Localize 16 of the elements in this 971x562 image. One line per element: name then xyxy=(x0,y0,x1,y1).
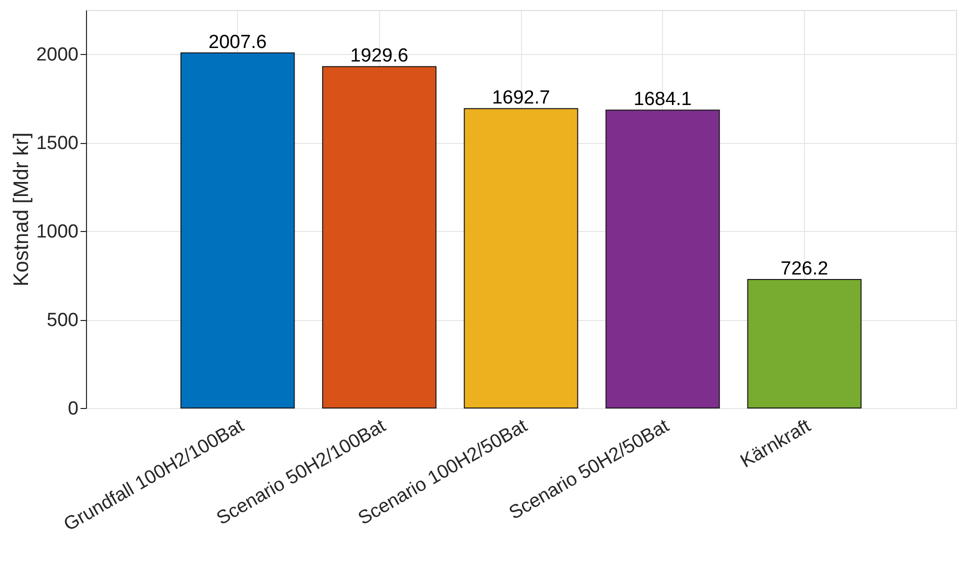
y-tick-label: 2000 xyxy=(36,44,78,66)
data-label: 726.2 xyxy=(780,258,828,280)
data-label: 1692.7 xyxy=(492,88,550,109)
bar xyxy=(322,66,436,408)
bar xyxy=(464,108,578,408)
bar xyxy=(180,52,295,408)
bar xyxy=(606,110,720,408)
y-tick-label: 500 xyxy=(46,310,78,332)
data-label: 2007.6 xyxy=(208,32,267,53)
data-label: 1929.6 xyxy=(350,46,408,67)
data-label: 1684.1 xyxy=(634,89,692,110)
bar xyxy=(747,279,862,408)
y-tick-label: 1000 xyxy=(36,222,78,243)
y-tick-label: 1500 xyxy=(36,133,78,154)
y-tick-label: 0 xyxy=(68,398,78,420)
y-axis-title: Kostnad [Mdr kr] xyxy=(10,132,34,287)
